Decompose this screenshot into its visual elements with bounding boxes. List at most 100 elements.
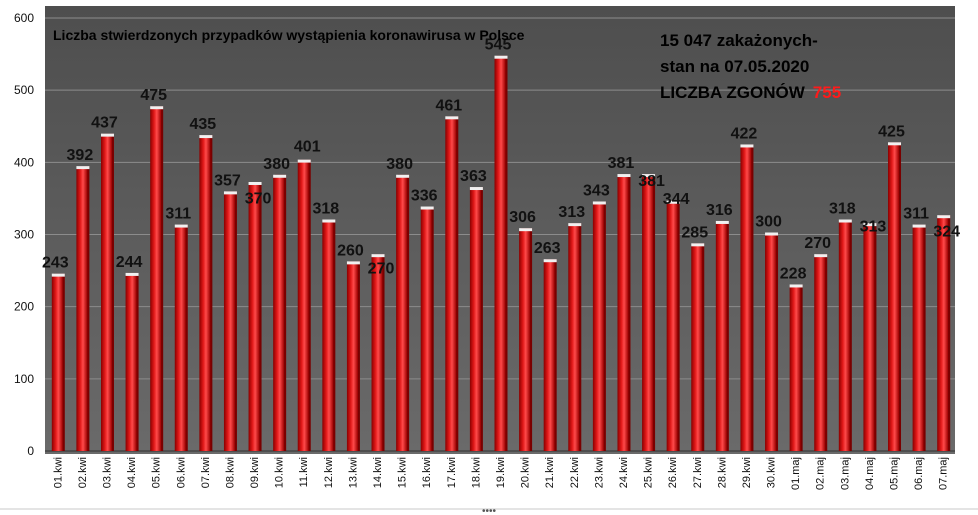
data-label: 545 xyxy=(485,37,512,54)
x-tick-label: 05.kwi xyxy=(151,457,163,488)
data-label: 311 xyxy=(903,206,929,223)
bar-top xyxy=(740,144,754,148)
annotation-deaths-label: LICZBA ZGONÓW xyxy=(660,83,806,102)
x-tick-label: 20.kwi xyxy=(520,457,532,488)
x-tick-label: 03.kwi xyxy=(101,457,113,488)
bar xyxy=(789,286,801,451)
x-axis: 01.kwi 02.kwi 03.kwi 04.kwi 05.kwi 06.kwi 07.k… xyxy=(52,457,949,490)
bar xyxy=(51,275,63,451)
bar xyxy=(420,208,432,451)
bar-top xyxy=(396,174,410,178)
bar-top xyxy=(543,259,557,263)
y-tick-label: 300 xyxy=(14,228,34,242)
bar xyxy=(912,226,924,451)
y-tick-label: 600 xyxy=(14,11,34,25)
x-tick-label: 02.maj xyxy=(815,457,827,490)
bar-top xyxy=(691,243,705,247)
bar-top xyxy=(150,106,164,110)
data-label: 244 xyxy=(116,254,143,271)
bar xyxy=(937,217,949,451)
data-label: 380 xyxy=(263,156,290,173)
data-label: 318 xyxy=(312,201,339,218)
bar-top xyxy=(863,223,877,227)
data-label: 475 xyxy=(140,87,167,104)
x-tick-label: 10.kwi xyxy=(274,457,286,488)
bar-top xyxy=(322,219,336,223)
bar-top xyxy=(371,254,385,258)
x-tick-label: 01.maj xyxy=(790,457,802,490)
x-tick-label: 17.kwi xyxy=(446,457,458,488)
chart-title: Liczba stwierdzonych przypadków wystąpie… xyxy=(53,27,525,43)
bar-top xyxy=(346,261,360,265)
data-label: 437 xyxy=(91,115,118,132)
annotation-deaths-value: 755 xyxy=(813,83,841,102)
resize-handle-icon[interactable]: •••• xyxy=(482,506,497,515)
bar-top xyxy=(519,228,533,232)
bar xyxy=(199,137,211,451)
data-label: 370 xyxy=(245,190,272,207)
x-tick-label: 13.kwi xyxy=(347,457,359,488)
y-tick-label: 100 xyxy=(14,372,34,386)
bar-top xyxy=(199,135,213,139)
bar xyxy=(346,263,358,451)
data-label: 381 xyxy=(638,173,665,190)
data-label: 357 xyxy=(214,172,241,189)
bar xyxy=(371,256,383,451)
bar-top xyxy=(76,166,90,170)
data-label: 344 xyxy=(663,191,690,208)
bar xyxy=(863,225,875,451)
bar xyxy=(322,221,334,451)
bar-top xyxy=(273,174,287,178)
x-tick-label: 24.kwi xyxy=(618,457,630,488)
bar xyxy=(469,189,481,451)
data-label: 300 xyxy=(755,214,782,231)
bar-top xyxy=(223,191,237,195)
bar-top xyxy=(174,224,188,228)
bar xyxy=(273,176,285,451)
bar-top xyxy=(125,272,139,276)
x-tick-label: 08.kwi xyxy=(224,457,236,488)
bar xyxy=(666,202,678,451)
data-label: 392 xyxy=(67,147,94,164)
bar xyxy=(100,135,112,452)
x-tick-label: 29.kwi xyxy=(741,457,753,488)
bar-top xyxy=(494,55,508,59)
data-label: 461 xyxy=(435,97,462,114)
bar xyxy=(297,161,309,451)
data-label: 435 xyxy=(190,116,217,133)
x-tick-label: 23.kwi xyxy=(593,457,605,488)
x-tick-label: 11.kwi xyxy=(298,457,310,487)
x-tick-label: 26.kwi xyxy=(667,457,679,488)
bar xyxy=(445,118,457,451)
bar-top xyxy=(297,159,311,163)
bar xyxy=(814,256,826,451)
bar-top xyxy=(568,223,582,227)
bar-top xyxy=(469,187,483,191)
bar-top xyxy=(592,201,606,205)
data-label: 311 xyxy=(165,206,191,223)
data-label: 343 xyxy=(583,182,610,199)
data-label: 285 xyxy=(681,224,708,241)
bar-top xyxy=(912,224,926,228)
bar xyxy=(396,176,408,451)
x-tick-label: 28.kwi xyxy=(716,457,728,488)
bar-top xyxy=(715,220,729,224)
bar-top xyxy=(937,215,951,219)
bar xyxy=(617,176,629,452)
x-tick-label: 21.kwi xyxy=(544,457,556,488)
bar-top xyxy=(765,232,779,236)
bar xyxy=(715,222,727,451)
bar xyxy=(740,146,752,451)
bar xyxy=(248,183,260,451)
x-tick-label: 07.kwi xyxy=(200,457,212,488)
x-tick-label: 03.maj xyxy=(839,457,851,490)
x-tick-label: 05.maj xyxy=(889,457,901,490)
y-tick-label: 0 xyxy=(27,444,34,458)
x-tick-label: 02.kwi xyxy=(77,457,89,488)
bar-top xyxy=(789,284,803,288)
x-tick-label: 18.kwi xyxy=(470,457,482,488)
x-tick-label: 09.kwi xyxy=(249,457,261,488)
bar xyxy=(642,176,654,452)
bar xyxy=(765,234,777,451)
x-tick-label: 19.kwi xyxy=(495,457,507,488)
